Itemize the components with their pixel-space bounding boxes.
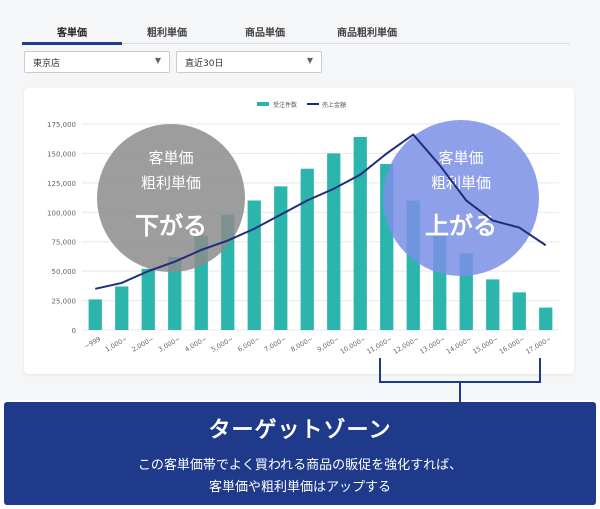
- right-circle-line1: 客単価: [438, 149, 483, 167]
- x-tick-label: 14,000~: [445, 335, 473, 356]
- dashboard-panel: 客単価 粗利単価 商品単価 商品粗利単価 東京店 ▼ 直近30日 ▼ 受注件数 …: [22, 20, 574, 374]
- x-tick-label: 11,000~: [365, 335, 393, 356]
- y-tick-label: 50,000: [52, 268, 77, 276]
- sales-line: [95, 133, 547, 290]
- x-tick-label: 1,000~: [104, 335, 129, 354]
- x-tick-label: 16,000~: [498, 335, 526, 356]
- chevron-down-icon: ▼: [306, 56, 313, 65]
- target-zone-callout: ターゲットゾーン この客単価帯でよく買われる商品の販促を強化すれば、 客単価や粗…: [4, 402, 596, 505]
- y-tick-label: 150,000: [47, 150, 76, 158]
- x-tick-label: 7,000~: [263, 335, 288, 354]
- chart-legend: 受注件数 売上金額: [257, 101, 346, 109]
- bar: [486, 279, 500, 330]
- y-tick-label: 0: [72, 327, 76, 335]
- right-circle-line2: 粗利単価: [431, 174, 491, 192]
- x-tick-label: 5,000~: [210, 335, 235, 354]
- x-tick-label: 13,000~: [418, 335, 446, 356]
- tab-product-gross-profit-unit-price[interactable]: 商品粗利単価: [337, 28, 397, 39]
- bar: [88, 299, 102, 330]
- chevron-down-icon: ▼: [154, 56, 161, 65]
- y-tick-label: 100,000: [47, 209, 76, 217]
- y-tick-label: 125,000: [47, 180, 76, 188]
- x-tick-label: 15,000~: [471, 335, 499, 356]
- left-circle-line2: 粗利単価: [141, 174, 201, 192]
- metric-tabs: 客単価 粗利単価 商品単価 商品粗利単価: [22, 20, 570, 44]
- legend-line-label: 売上金額: [322, 101, 346, 109]
- callout-line1: この客単価帯でよく買われる商品の販促を強化すれば、: [137, 458, 463, 473]
- bar: [115, 286, 129, 330]
- callout-line2: 客単価や粗利単価はアップする: [208, 480, 391, 495]
- callout-title: ターゲットゾーン: [208, 418, 392, 443]
- x-axis-labels: ~999 1,000~ 2,000~ 3,000~ 4,000~ 5,000~ 6,000~…: [83, 335, 553, 356]
- x-tick-label: 6,000~: [236, 335, 261, 354]
- bar: [539, 307, 553, 330]
- annotation-circles: 客単価 粗利単価 下がる 客単価 粗利単価 上がる: [97, 120, 539, 276]
- store-select[interactable]: 東京店 ▼: [24, 51, 170, 73]
- tab-product-unit-price[interactable]: 商品単価: [245, 28, 285, 39]
- left-circle: [97, 124, 245, 272]
- x-tick-label: 4,000~: [183, 335, 208, 354]
- left-circle-line3: 下がる: [135, 212, 207, 240]
- legend-bar-label: 受注件数: [273, 101, 297, 109]
- y-tick-label: 175,000: [47, 121, 76, 129]
- period-select[interactable]: 直近30日 ▼: [176, 51, 322, 73]
- bar: [327, 153, 341, 330]
- bar: [247, 200, 261, 330]
- right-circle: [383, 120, 539, 276]
- bar: [300, 168, 314, 330]
- period-select-value: 直近30日: [185, 59, 224, 69]
- store-select-value: 東京店: [33, 59, 61, 69]
- x-tick-label: 3,000~: [157, 335, 182, 354]
- bar: [274, 186, 288, 330]
- bar: [141, 268, 155, 330]
- x-tick-label: 8,000~: [289, 335, 314, 354]
- active-tab-indicator: [22, 42, 122, 45]
- line-series: [95, 133, 547, 290]
- chart-card: 受注件数 売上金額 0 25,000 50,000 75,000 100,000 125,…: [24, 88, 574, 374]
- x-tick-label: ~999: [83, 335, 102, 351]
- x-tick-label: 12,000~: [392, 335, 420, 356]
- tab-gross-profit-unit-price[interactable]: 粗利単価: [147, 28, 187, 39]
- left-circle-line1: 客単価: [148, 149, 193, 167]
- combo-chart: 受注件数 売上金額 0 25,000 50,000 75,000 100,000 125,…: [47, 101, 559, 356]
- x-tick-label: 2,000~: [130, 335, 155, 354]
- legend-bar-swatch: [257, 102, 269, 106]
- x-tick-label: 17,000~: [524, 335, 552, 356]
- y-tick-label: 25,000: [52, 298, 77, 306]
- y-tick-label: 75,000: [52, 239, 77, 247]
- bar: [353, 136, 367, 330]
- right-circle-line3: 上がる: [425, 212, 497, 240]
- x-tick-label: 10,000~: [339, 335, 367, 356]
- x-tick-label: 9,000~: [316, 335, 341, 354]
- bar: [168, 257, 182, 330]
- tab-customer-unit-price[interactable]: 客単価: [57, 28, 87, 39]
- bar: [512, 292, 526, 330]
